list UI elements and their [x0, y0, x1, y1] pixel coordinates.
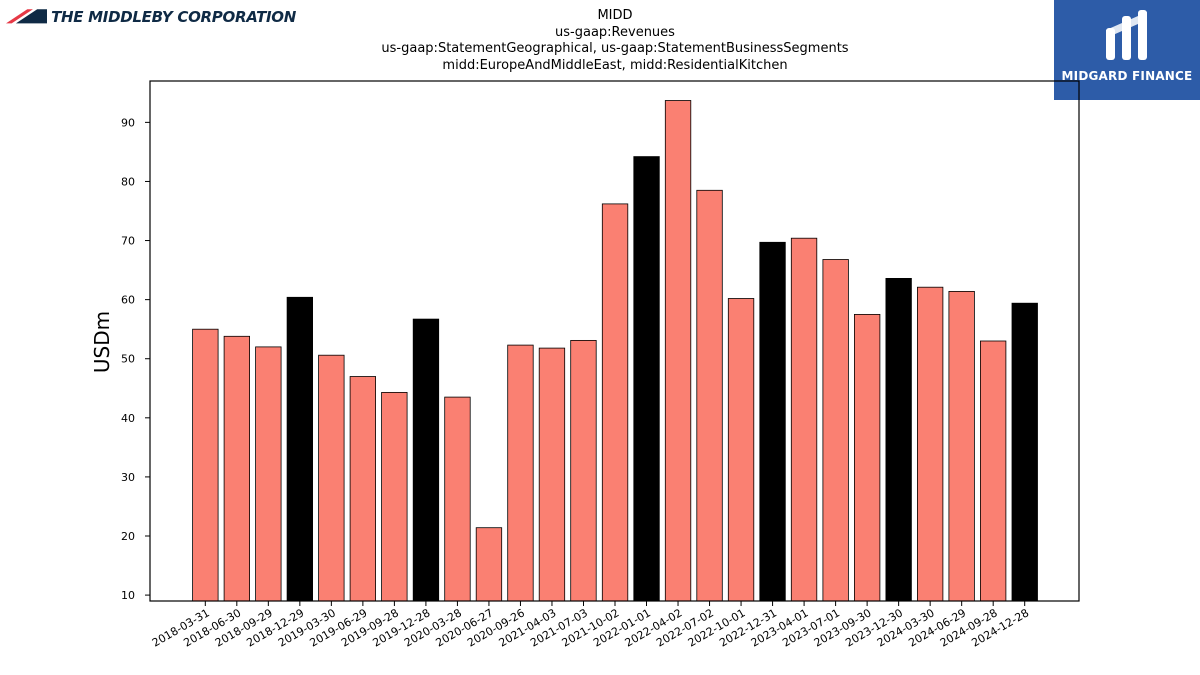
- bar-2018-03-31: [192, 328, 219, 602]
- y-tick-label: 70: [121, 235, 135, 248]
- bar-2023-04-01: [790, 237, 818, 602]
- bar-2022-07-02: [696, 189, 723, 602]
- bar-2019-06-29: [349, 376, 377, 602]
- bar-2023-09-30: [854, 313, 881, 602]
- y-tick-label: 10: [121, 589, 135, 602]
- y-tick-label: 50: [121, 353, 135, 366]
- bar-2022-12-31: [759, 241, 786, 602]
- bar-2022-10-01: [727, 298, 755, 602]
- y-tick-label: 40: [121, 412, 135, 425]
- y-tick-label: 20: [121, 530, 135, 543]
- bar-2022-01-01: [633, 156, 660, 602]
- bar-2018-12-29: [286, 296, 314, 602]
- company-logo: THE MIDDLEBY CORPORATION: [6, 6, 296, 28]
- bar-2024-03-30: [917, 286, 944, 602]
- brand-logo-icon: [1106, 10, 1147, 60]
- x-axis: 2018-03-312018-06-302018-09-292018-12-29…: [150, 601, 1031, 650]
- chart-title-line: us-gaap:Revenues: [555, 25, 675, 40]
- bar-2018-09-29: [255, 346, 282, 602]
- chart-title-line: MIDD: [597, 8, 632, 23]
- chart-title-line: us-gaap:StatementGeographical, us-gaap:S…: [381, 41, 848, 56]
- bar-2020-03-28: [444, 396, 471, 602]
- chart-title-line: midd:EuropeAndMiddleEast, midd:Residenti…: [442, 58, 787, 73]
- bar-2019-09-28: [381, 391, 408, 602]
- bar-2019-12-28: [412, 318, 440, 602]
- company-logo-icon: [6, 9, 48, 24]
- bar-2019-03-30: [318, 354, 345, 602]
- brand-badge-text: MIDGARD FINANCE: [1061, 69, 1193, 83]
- bar-2018-06-30: [223, 335, 251, 602]
- bar-2022-04-02: [664, 100, 692, 602]
- bar-2021-04-03: [538, 347, 566, 602]
- y-axis-label: USDm: [90, 311, 114, 373]
- bar-2024-12-28: [1011, 302, 1038, 602]
- y-tick-label: 60: [121, 294, 135, 307]
- bar-2021-07-03: [570, 339, 597, 602]
- bar-2020-06-27: [475, 527, 503, 602]
- chart-title: MIDD us-gaap:Revenues us-gaap:StatementG…: [381, 8, 848, 73]
- plot-frame: [149, 80, 1080, 602]
- bar-2023-12-30: [885, 277, 912, 602]
- brand-badge: MIDGARD FINANCE: [1054, 0, 1200, 100]
- y-tick-label: 80: [121, 176, 135, 189]
- bar-2023-07-01: [822, 259, 849, 602]
- bar-2024-09-28: [980, 340, 1007, 602]
- y-axis: 10 20 30 40 50 60 70 80 90: [121, 116, 150, 602]
- bar-2020-09-26: [507, 344, 534, 602]
- company-logo-text: THE MIDDLEBY CORPORATION: [51, 8, 296, 26]
- bar-2024-06-29: [948, 290, 975, 602]
- y-tick-label: 90: [121, 116, 135, 129]
- bar-2021-10-02: [601, 203, 629, 602]
- bars-group: [192, 100, 1038, 602]
- y-tick-label: 30: [121, 471, 135, 484]
